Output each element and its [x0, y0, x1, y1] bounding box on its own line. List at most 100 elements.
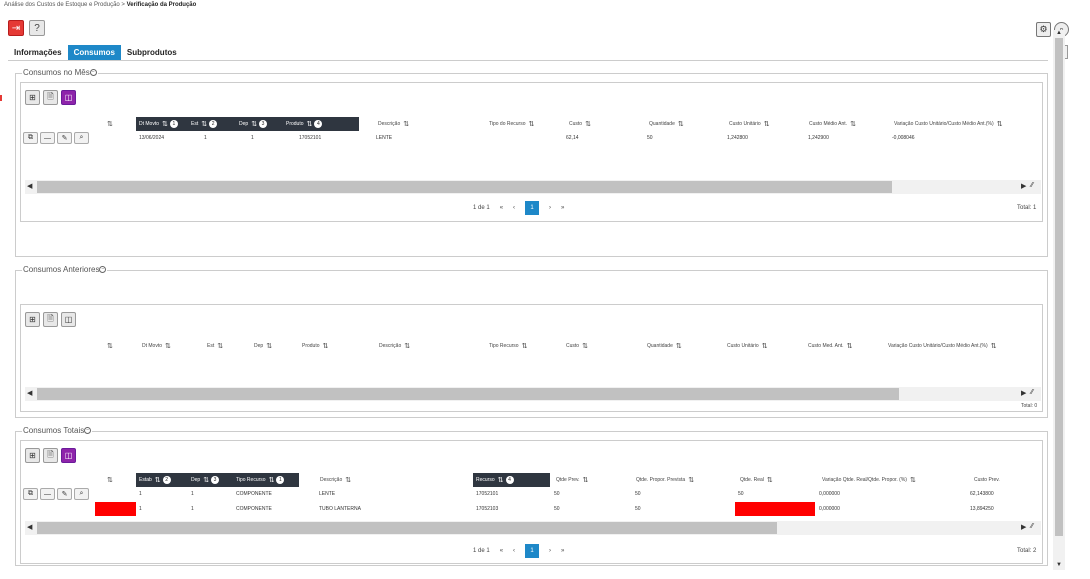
filter-button[interactable]: ◫ — [61, 312, 76, 327]
col-descricao[interactable]: Descrição ⇅ — [379, 343, 411, 350]
vertical-scrollbar[interactable]: ▲ ▼ — [1053, 30, 1065, 570]
edit-button[interactable]: ✎ — [57, 132, 72, 144]
scroll-up-icon[interactable]: ▲ — [1056, 30, 1062, 36]
grid-view-button[interactable]: ⊞ — [25, 448, 40, 463]
col-est[interactable]: Est ⇅ 2 — [188, 117, 236, 131]
export-button[interactable]: 🗎 — [43, 312, 58, 327]
filter-button[interactable]: ◫ — [61, 448, 76, 463]
col-qtde-real[interactable]: Qtde. Real ⇅ — [740, 477, 773, 484]
scroll-down-icon[interactable]: ▼ — [1056, 562, 1062, 568]
col-custo-medio-ant[interactable]: Custo Médio Ant. ⇅ — [809, 121, 856, 128]
first-page-icon[interactable]: « — [499, 205, 504, 211]
col-custo-unitario[interactable]: Custo Unitário ⇅ — [729, 121, 770, 128]
col-tipo-recurso[interactable]: Tipo Recurso ⇅ 1 — [233, 473, 299, 487]
col-tipo-recurso[interactable]: Tipo do Recurso ⇅ — [489, 121, 535, 128]
col-custo[interactable]: Custo ⇅ — [566, 343, 588, 350]
col-custo[interactable]: Custo ⇅ — [569, 121, 591, 128]
col-dep[interactable]: Dep ⇅ 3 — [188, 473, 233, 487]
scroll-left-icon[interactable]: ◀ — [27, 524, 33, 531]
prev-page-icon[interactable]: ‹ — [513, 205, 516, 211]
scroll-thumb[interactable] — [37, 388, 899, 400]
view-button[interactable]: ⌕ — [74, 132, 89, 144]
consumos-mes-legend[interactable]: Consumos no Mês − — [22, 68, 98, 77]
col-produto[interactable]: Produto ⇅ — [302, 343, 329, 350]
tab-informacoes[interactable]: Informações — [14, 48, 62, 57]
cell-produto: 17052101 — [299, 135, 322, 141]
col-recurso[interactable]: Recurso ⇅ 4 — [473, 473, 550, 487]
col-dt-movto[interactable]: Dt Movto ⇅ 1 — [136, 117, 188, 131]
scroll-left-icon[interactable]: ◀ — [27, 183, 33, 190]
col-variacao[interactable]: Variação Custo Unitário/Custo Médio Ant.… — [888, 343, 997, 350]
scroll-thumb[interactable] — [1055, 38, 1063, 536]
scroll-right-icon[interactable]: ▶ — [1021, 524, 1027, 531]
col-variacao[interactable]: Variação Custo Unitário/Custo Médio Ant.… — [894, 121, 1003, 128]
col-actions[interactable]: ⇅ — [101, 339, 136, 353]
table-row[interactable]: ⧉ — ✎ ⌕ 1 1 COMPONENTE LENTE 17052101 50… — [21, 487, 1044, 501]
help-button[interactable]: ? — [29, 20, 45, 36]
view-button[interactable]: ⌕ — [74, 488, 89, 500]
col-actions[interactable]: ⇅ — [101, 473, 136, 487]
page-info: 1 de 1 — [473, 548, 490, 554]
last-page-icon[interactable]: » — [561, 548, 565, 554]
grid-view-button[interactable]: ⊞ — [25, 90, 40, 105]
copy-button[interactable]: ⧉ — [23, 132, 38, 144]
col-variacao-qtde[interactable]: Variação Qtde. Real/Qtde. Propor. (%) ⇅ — [822, 477, 916, 484]
col-custo-prev[interactable]: Custo Prev. — [974, 477, 1000, 483]
resize-handle-icon[interactable]: ⁄⁄ — [1031, 523, 1034, 530]
col-custo-med-ant[interactable]: Custo Med. Ant. ⇅ — [808, 343, 853, 350]
exit-button[interactable]: ⇥ — [8, 20, 24, 36]
horizontal-scrollbar[interactable]: ◀ ▶ ⁄⁄ — [25, 180, 1041, 194]
breadcrumb-parent[interactable]: Análise dos Custos de Estoque e Produção — [4, 2, 120, 8]
collapse-icon[interactable]: − — [99, 266, 107, 274]
col-descricao[interactable]: Descrição ⇅ — [378, 121, 410, 128]
col-dt-movto[interactable]: Dt Movto ⇅ — [142, 343, 171, 350]
grid-view-button[interactable]: ⊞ — [25, 312, 40, 327]
col-produto[interactable]: Produto ⇅ 4 — [283, 117, 359, 131]
export-button[interactable]: 🗎 — [43, 448, 58, 463]
col-descricao[interactable]: Descrição ⇅ — [320, 477, 352, 484]
tab-consumos[interactable]: Consumos — [67, 45, 121, 60]
remove-button[interactable]: — — [40, 488, 55, 500]
col-qtde-prev[interactable]: Qtde Prev. ⇅ — [556, 477, 589, 484]
filter-button[interactable]: ◫ — [61, 90, 76, 105]
col-actions[interactable]: ⇅ — [101, 117, 136, 131]
col-qtde-propor-prevista[interactable]: Qtde. Propor. Prevista ⇅ — [636, 477, 695, 484]
col-dep[interactable]: Dep ⇅ 3 — [236, 117, 283, 131]
col-dep[interactable]: Dep ⇅ — [254, 343, 273, 350]
remove-button[interactable]: — — [40, 132, 55, 144]
resize-handle-icon[interactable]: ⁄⁄ — [1031, 182, 1034, 189]
tab-subprodutos[interactable]: Subprodutos — [126, 48, 177, 57]
scroll-left-icon[interactable]: ◀ — [27, 390, 33, 397]
col-est[interactable]: Est ⇅ — [207, 343, 224, 350]
copy-button[interactable]: ⧉ — [23, 488, 38, 500]
next-page-icon[interactable]: › — [549, 205, 552, 211]
collapse-icon[interactable]: − — [89, 69, 97, 77]
horizontal-scrollbar[interactable]: ◀ ▶ ⁄⁄ — [25, 387, 1041, 401]
col-quantidade[interactable]: Quantidade ⇅ — [649, 121, 684, 128]
table-row[interactable]: 1 1 COMPONENTE TUBO LANTERNA 17052103 50… — [21, 502, 1044, 516]
collapse-icon[interactable]: − — [84, 427, 92, 435]
page-button[interactable]: 1 — [525, 544, 540, 558]
edit-button[interactable]: ✎ — [57, 488, 72, 500]
grid-icon: ⊞ — [29, 315, 36, 324]
col-tipo-recurso[interactable]: Tipo Recurso ⇅ — [489, 343, 528, 350]
scroll-thumb[interactable] — [37, 522, 777, 534]
scroll-right-icon[interactable]: ▶ — [1021, 390, 1027, 397]
prev-page-icon[interactable]: ‹ — [513, 548, 516, 554]
export-button[interactable]: 🗎 — [43, 90, 58, 105]
col-estab[interactable]: Estab ⇅ 2 — [136, 473, 188, 487]
col-custo-unitario[interactable]: Custo Unitário ⇅ — [727, 343, 768, 350]
page-button[interactable]: 1 — [525, 201, 540, 215]
next-page-icon[interactable]: › — [549, 548, 552, 554]
scroll-right-icon[interactable]: ▶ — [1021, 183, 1027, 190]
table-row[interactable]: ⧉ — ✎ ⌕ 13/06/2024 1 1 17052101 LENTE 62… — [21, 131, 1044, 145]
settings-button[interactable]: ⚙ — [1036, 22, 1051, 37]
col-quantidade[interactable]: Quantidade ⇅ — [647, 343, 682, 350]
consumos-totais-legend[interactable]: Consumos Totais − — [22, 426, 93, 435]
horizontal-scrollbar[interactable]: ◀ ▶ ⁄⁄ — [25, 521, 1041, 535]
first-page-icon[interactable]: « — [499, 548, 504, 554]
scroll-thumb[interactable] — [37, 181, 892, 193]
consumos-anteriores-legend[interactable]: Consumos Anteriores − — [22, 265, 108, 274]
resize-handle-icon[interactable]: ⁄⁄ — [1031, 389, 1034, 396]
last-page-icon[interactable]: » — [561, 205, 565, 211]
